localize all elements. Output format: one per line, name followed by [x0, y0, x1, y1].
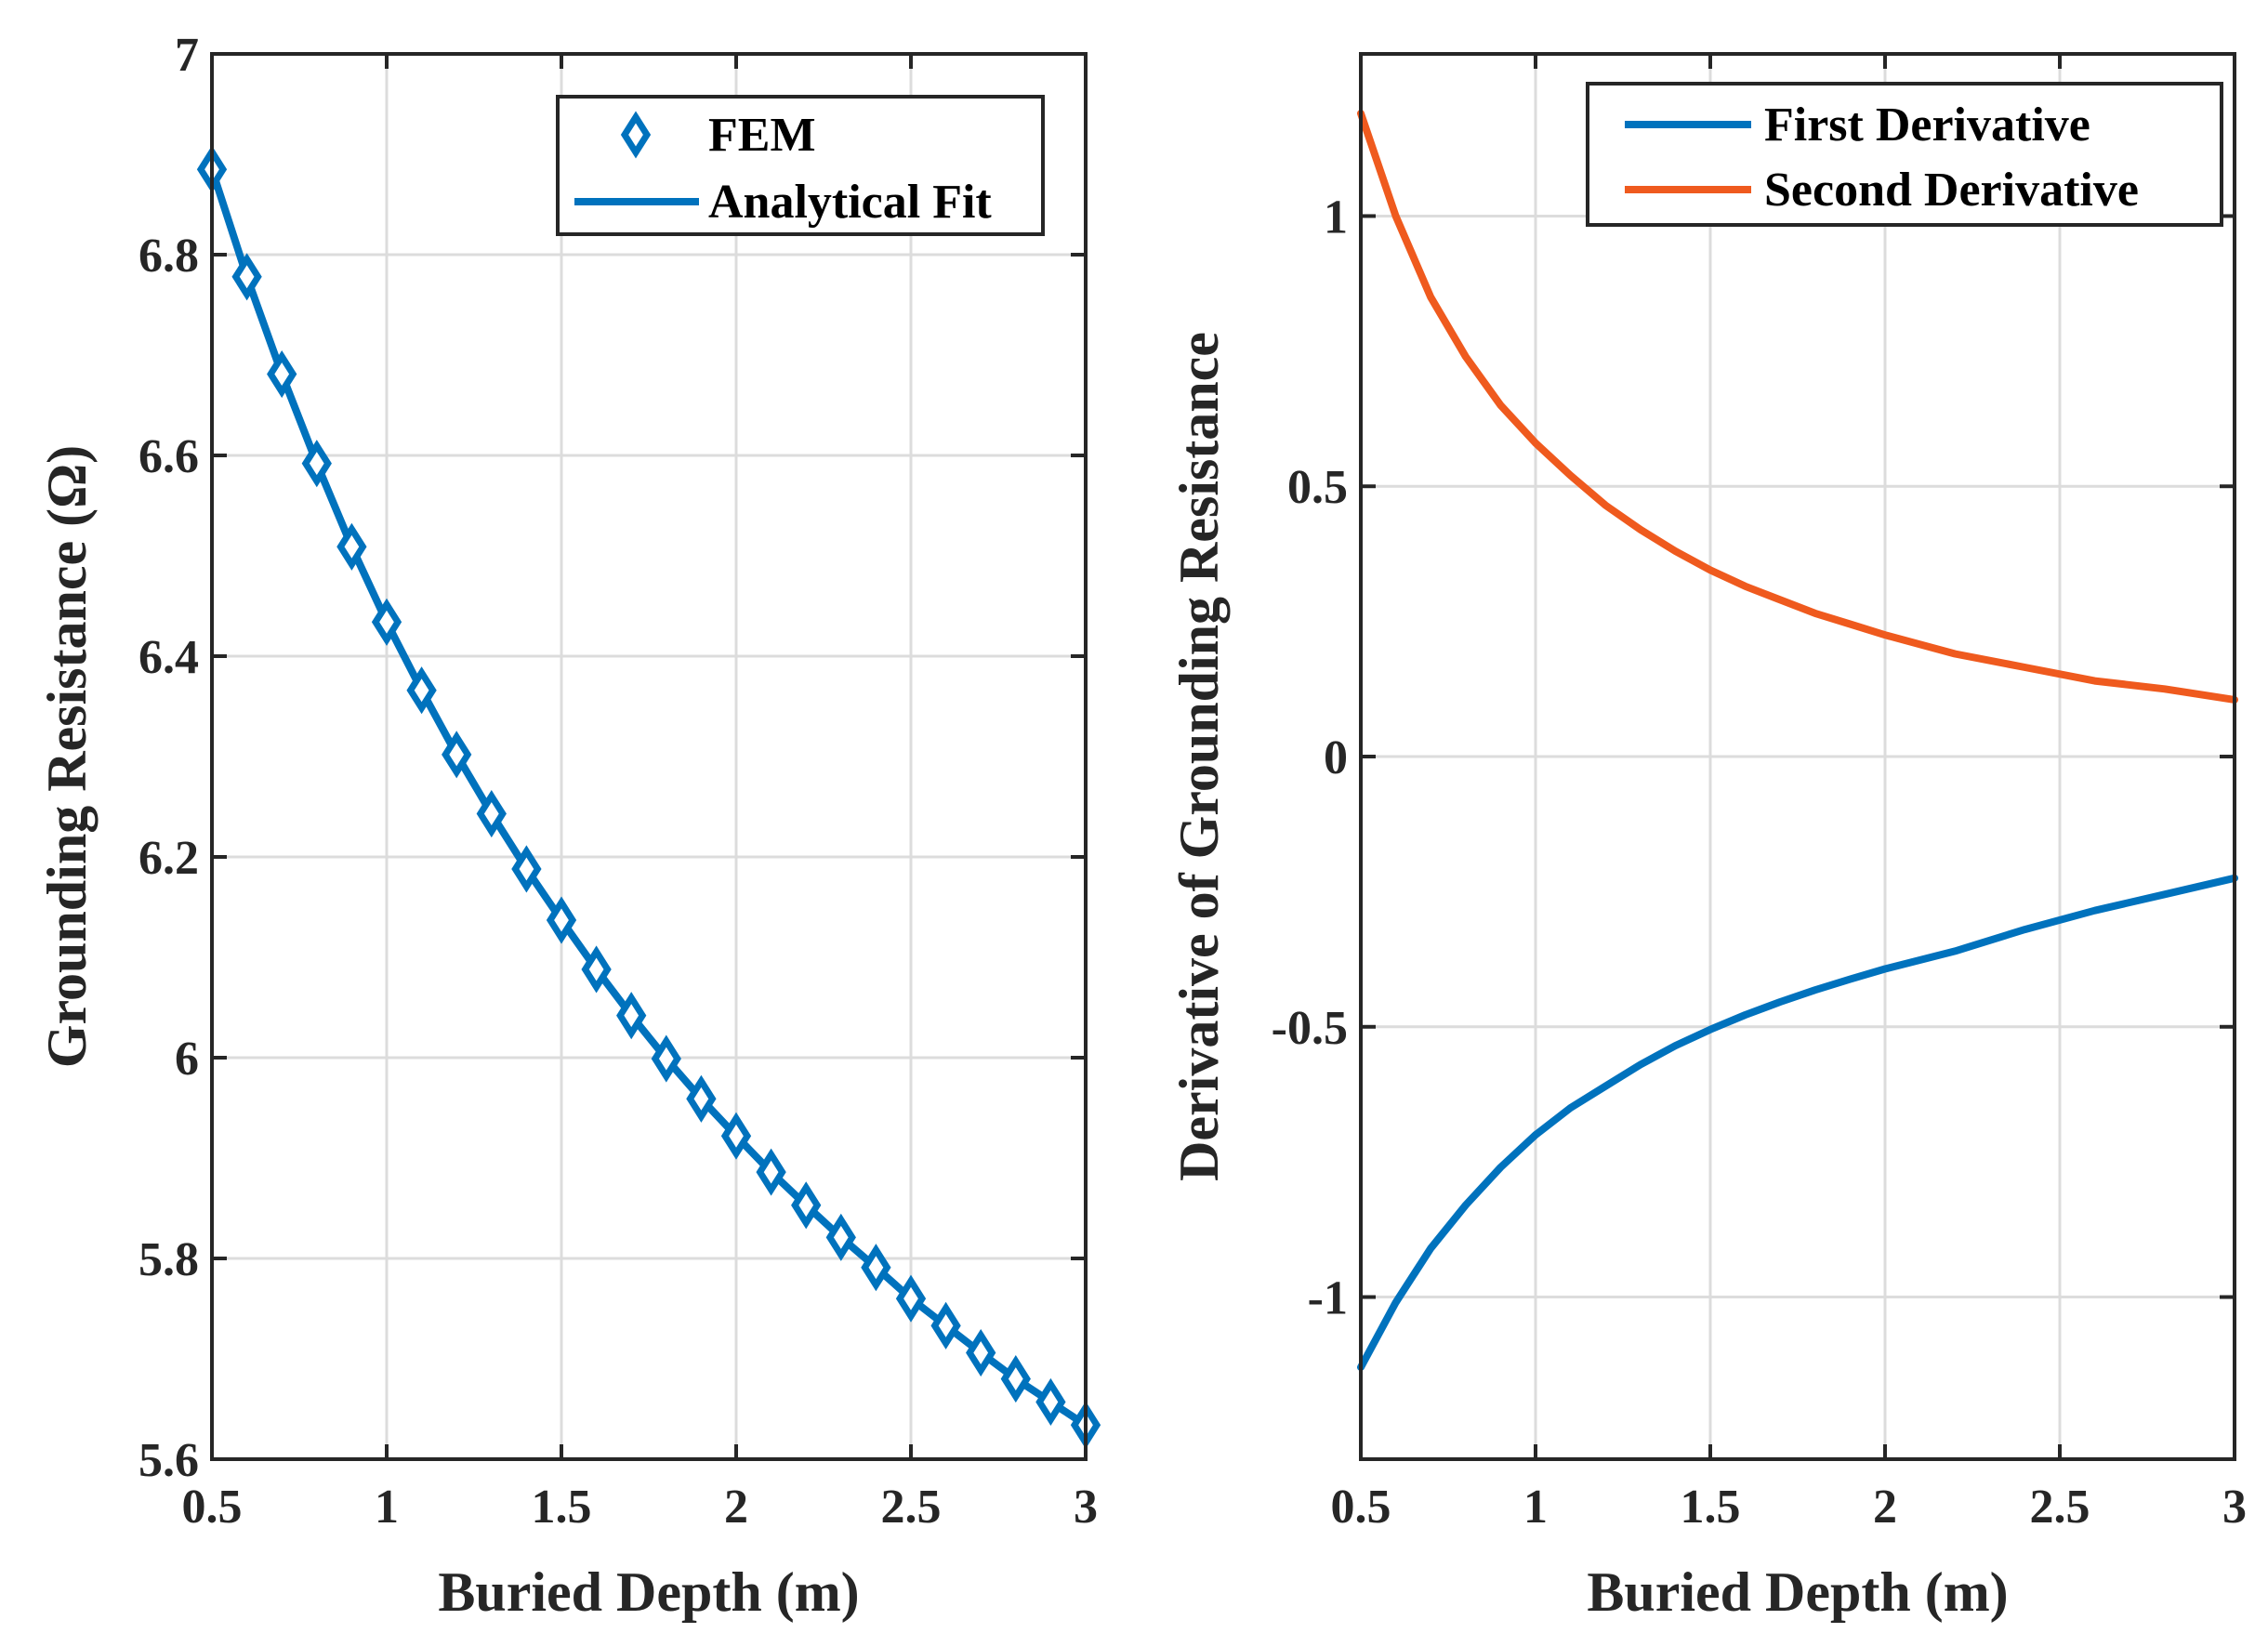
- x-tick-label: 1.5: [1681, 1481, 1741, 1534]
- fem-point: [442, 731, 472, 779]
- y-tick-label: 5.8: [138, 1233, 199, 1286]
- y-tick-label: -1: [1308, 1272, 1348, 1325]
- fem-point: [791, 1181, 822, 1230]
- y-axis-label-right: Derivative of Grounding Resistance: [1168, 332, 1230, 1181]
- y-tick-label: 6.8: [138, 230, 199, 283]
- x-tick-label: 3: [2222, 1481, 2247, 1534]
- chart-left: 0.5 1 1.5 2 2.5 3 5.6 5.8 6 6.2 6.4 6.6 6.8 7 Buried …: [36, 29, 1101, 1623]
- y-tick-label: 6.2: [138, 832, 199, 885]
- legend-label-analytical-fit: Analytical Fit: [708, 176, 992, 229]
- fem-point: [616, 992, 647, 1040]
- x-tick-label: 0.5: [1331, 1481, 1391, 1534]
- fem-point: [825, 1213, 856, 1261]
- y-tick-label: 6.6: [138, 430, 199, 483]
- x-tick-label: 3: [1074, 1481, 1098, 1534]
- y-tick-label: 6: [175, 1033, 199, 1086]
- fem-point: [966, 1328, 996, 1377]
- fem-point: [930, 1301, 961, 1350]
- fem-point: [651, 1034, 681, 1083]
- y-tick-label: 5.6: [138, 1434, 199, 1487]
- x-tick-label: 2: [724, 1481, 748, 1534]
- y-tick-label: 1: [1324, 191, 1348, 244]
- y-axis-label-left: Grounding Resistance (Ω): [36, 445, 98, 1068]
- legend-label-second-derivative: Second Derivative: [1764, 164, 2139, 217]
- legend-label-first-derivative: First Derivative: [1764, 99, 2090, 151]
- axes-frame-left: [210, 52, 1088, 1461]
- fem-point: [720, 1112, 752, 1160]
- fem-point: [861, 1244, 891, 1292]
- x-tick-label: 1: [375, 1481, 399, 1534]
- fem-point: [756, 1148, 786, 1196]
- fem-point: [371, 598, 402, 646]
- fem-point: [1000, 1355, 1031, 1403]
- x-tick-label: 2: [1873, 1481, 1897, 1534]
- fem-point: [267, 349, 297, 399]
- legend-left: FEM Analytical Fit: [556, 95, 1045, 236]
- fem-point: [546, 896, 577, 944]
- y-tick-label: 0: [1324, 731, 1348, 784]
- x-tick-label: 0.5: [182, 1481, 243, 1534]
- chart-right: 0.5 1 1.5 2 2.5 3 -1 -0.5 0 0.5 1 Buried Depth (m)…: [1168, 52, 2247, 1623]
- x-tick-label: 1: [1523, 1481, 1548, 1534]
- legend-marker-fem: [620, 111, 652, 159]
- x-axis-label-left: Buried Depth (m): [438, 1561, 859, 1623]
- fem-point: [581, 945, 612, 994]
- fem-point: [686, 1074, 717, 1123]
- series-line-second-derivative: [1357, 110, 2238, 704]
- legend-right: First Derivative Second Derivative: [1586, 82, 2223, 227]
- series-line-first-derivative: [1357, 874, 2238, 1372]
- fem-point: [895, 1274, 927, 1323]
- fem-point: [301, 440, 332, 488]
- fem-point: [406, 666, 437, 715]
- y-tick-label: 7: [175, 29, 199, 82]
- legend-label-fem: FEM: [708, 109, 816, 162]
- x-axis-label-right: Buried Depth (m): [1587, 1561, 2008, 1623]
- y-tick-label: -0.5: [1272, 1002, 1348, 1055]
- y-tick-label: 6.4: [138, 631, 199, 684]
- y-tick-label: 0.5: [1287, 461, 1348, 514]
- x-tick-label: 2.5: [881, 1481, 942, 1534]
- fem-point: [231, 253, 262, 301]
- fem-point: [1035, 1377, 1066, 1426]
- fem-point: [511, 845, 542, 893]
- fem-point: [476, 790, 507, 838]
- x-tick-label: 1.5: [532, 1481, 592, 1534]
- x-tick-label: 2.5: [2030, 1481, 2090, 1534]
- fem-point: [336, 522, 367, 571]
